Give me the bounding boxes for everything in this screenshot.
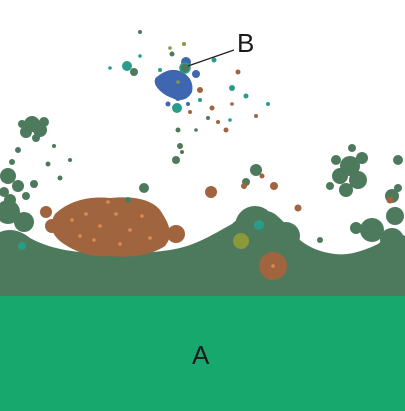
upper-scatter-brown [188,69,258,133]
upper-scatter-olive [168,42,186,84]
brown-cluster [40,186,217,257]
dark-green-band [0,210,405,296]
marker-b-point [179,62,191,74]
right-brown-dots [241,173,394,212]
marker-b-label: B [237,28,254,58]
marker-b-leader [187,49,235,67]
left-canopy [0,116,149,206]
region-a [0,296,405,411]
region-a-label: A [192,340,210,370]
upper-scatter-teal [108,54,270,122]
brown-cluster-dots [70,200,152,246]
right-canopy [242,144,403,243]
band-highlights [18,220,287,280]
upper-scatter-green [130,30,210,164]
